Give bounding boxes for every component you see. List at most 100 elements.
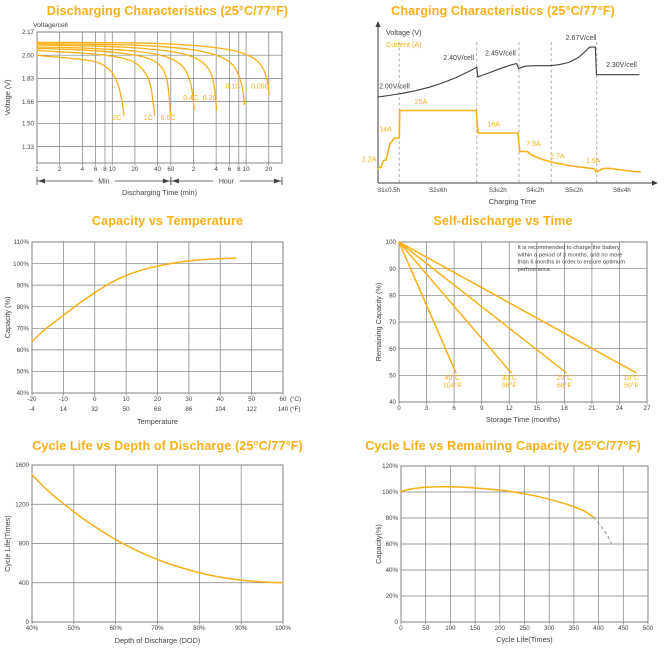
x-tick-label: 30 bbox=[185, 396, 192, 403]
y-tick-label: 90 bbox=[389, 266, 396, 273]
band-arrow-right bbox=[274, 178, 281, 184]
y-tick-label: 80% bbox=[17, 304, 30, 311]
x-tick-label: 80% bbox=[193, 625, 206, 632]
y-axis-arrow bbox=[375, 21, 381, 27]
y-tick-label: 100% bbox=[382, 489, 398, 496]
y-tick-label: 80 bbox=[389, 293, 396, 300]
x-tick2-label: -4 bbox=[29, 406, 35, 413]
y-axis-label: Remaining Capacity (%) bbox=[374, 283, 383, 362]
annotation: 10°C bbox=[624, 374, 640, 382]
x-tick-label: 4 bbox=[81, 166, 85, 173]
plot-border bbox=[31, 241, 284, 394]
series-20C-68F bbox=[398, 241, 567, 374]
x-tick2-label: 14 bbox=[60, 406, 67, 413]
annotation: It is recommended to charge the battery bbox=[517, 245, 620, 251]
y-tick-label: 120% bbox=[382, 463, 398, 470]
annotation: 0.4C bbox=[183, 95, 198, 102]
x-tick-label: 100% bbox=[275, 625, 291, 632]
x-axis-label: Cycle Life(Times) bbox=[496, 635, 553, 644]
discharging-svg: 1 2 4 6 8 10 20 40 60 2 4 6 8 10 202.172.001.831.661.5… bbox=[3, 22, 283, 197]
x-tick2-label: 122 bbox=[246, 406, 257, 413]
cycle-life-vs-remaining-capacity-chart: 0 50 100 150 200 250 300 350 400 450 500 120% 100% 80… bbox=[335, 455, 671, 657]
x-tick-label: 40% bbox=[26, 625, 39, 632]
series-30C-86F bbox=[398, 241, 512, 374]
panel-self-discharge: Self-discharge vs Time 0 3 6 9 12 15 18 21 24 27 1… bbox=[335, 210, 671, 435]
band-arrow-left bbox=[38, 178, 45, 184]
annotation: 2.2A bbox=[362, 157, 377, 164]
panel-cycle-life-vs-dod: Cycle Life vs Depth of Discharge (25°C/7… bbox=[0, 435, 335, 657]
discharging-chart: 1 2 4 6 8 10 20 40 60 2 4 6 8 10 20 2.17 2.00 1.83 1.66 1.5… bbox=[0, 20, 335, 210]
self-discharge-chart-title: Self-discharge vs Time bbox=[433, 214, 573, 228]
annotation: 16A bbox=[487, 122, 500, 129]
x-tick2-label: 104 bbox=[215, 406, 226, 413]
x2-unit-suffix: (°F) bbox=[290, 406, 300, 413]
x-axis-label: Temperature bbox=[137, 417, 178, 426]
cycle-life-vs-dod-chart: 40% 50% 60% 70% 80% 90% 100% 1600 1200 800 400 0 Dep… bbox=[0, 455, 335, 657]
x-tick-label: 20 bbox=[265, 166, 272, 173]
series-capacity bbox=[31, 257, 237, 342]
y-tick-label: 20% bbox=[386, 593, 399, 600]
x-tick-label: 3 bbox=[425, 405, 429, 412]
annotation: 20°C bbox=[557, 374, 573, 382]
y-tick-label: 60 bbox=[389, 346, 396, 353]
stage-label: S3≤2h bbox=[489, 187, 507, 194]
annotation: 0.1C bbox=[225, 84, 240, 91]
x-tick-label: 4 bbox=[214, 166, 218, 173]
y-tick-label: 40% bbox=[17, 390, 30, 397]
y-tick-label: 70 bbox=[389, 319, 396, 326]
y-tick-label: 80% bbox=[386, 515, 399, 522]
y-axis-label: Capacity(%) bbox=[374, 524, 383, 564]
y-tick-label: 1.66 bbox=[22, 99, 35, 106]
series-0.2C bbox=[36, 44, 218, 111]
corner-label: Voltage/cell bbox=[33, 22, 68, 29]
series-2C bbox=[36, 54, 125, 116]
annotation: 1.5A bbox=[586, 158, 601, 165]
x-tick-label: 70% bbox=[151, 625, 164, 632]
x-tick-label: 500 bbox=[643, 625, 654, 632]
y-tick-label: 100% bbox=[13, 261, 29, 268]
y-tick-label: 800 bbox=[19, 541, 30, 548]
band-arrow-right bbox=[162, 178, 170, 184]
x-tick-label: 10 bbox=[243, 166, 250, 173]
y-axis-label: Cycle Life(Times) bbox=[3, 515, 12, 572]
x-tick-label: 50% bbox=[68, 625, 81, 632]
annotation: 2.67V/cell bbox=[566, 35, 597, 42]
x-tick-label: 15 bbox=[533, 405, 540, 412]
x-tick-label: 60 bbox=[280, 396, 287, 403]
band-label: Min bbox=[98, 178, 109, 185]
legend-item-1: Current (A) bbox=[386, 40, 422, 49]
series-cycle-life bbox=[31, 474, 284, 584]
y-tick-label: 0 bbox=[395, 619, 399, 626]
stage-label: S6≤4h bbox=[613, 187, 631, 194]
x-tick2-label: 32 bbox=[91, 406, 98, 413]
self-discharge-svg: 0 3 6 9 12 15 18 21 24 27 100 90 80 70 60 50 40 40°C104°F… bbox=[374, 239, 651, 424]
x-tick-label: 6 bbox=[94, 166, 98, 173]
y-tick-label: 60% bbox=[17, 347, 30, 354]
annotation: 40°C bbox=[444, 374, 460, 382]
capacity-vs-temperature-chart-title: Capacity vs Temperature bbox=[91, 214, 244, 228]
annotation: 30°C bbox=[501, 374, 517, 382]
y-tick-label: 70% bbox=[17, 325, 30, 332]
x-tick-label: 6 bbox=[452, 405, 456, 412]
series-projection bbox=[593, 516, 612, 544]
annotation: 1C bbox=[144, 115, 153, 122]
x-tick-label: 18 bbox=[561, 405, 568, 412]
x-axis-label: Charging Time bbox=[489, 197, 536, 206]
x-tick-label: 10 bbox=[109, 166, 116, 173]
cycle-life-vs-dod-svg: 40% 50% 60% 70% 80% 90% 100% 1600 1200 800 400 0 Dep… bbox=[3, 462, 291, 645]
y-tick-label: 1.33 bbox=[22, 144, 35, 151]
y-tick-label: 110% bbox=[14, 239, 30, 246]
series-capacity bbox=[400, 485, 595, 519]
x-tick-label: 9 bbox=[480, 405, 484, 412]
y-tick-label: 1.83 bbox=[22, 76, 35, 83]
annotation: 25A bbox=[415, 99, 428, 106]
x-tick-label: 100 bbox=[445, 625, 456, 632]
capacity-vs-temperature-svg: -20-4-1014032105020683086401045012260140… bbox=[3, 239, 301, 426]
x-tick-label: 21 bbox=[588, 405, 595, 412]
band-label-bg bbox=[93, 176, 115, 186]
x-tick-label: 27 bbox=[644, 405, 651, 412]
x-tick-label: 0 bbox=[397, 405, 401, 412]
x-axis-label: Depth of Discharge (DOD) bbox=[115, 636, 201, 645]
annotation: 0.05C bbox=[251, 84, 270, 91]
annotation: 2C bbox=[112, 115, 121, 122]
